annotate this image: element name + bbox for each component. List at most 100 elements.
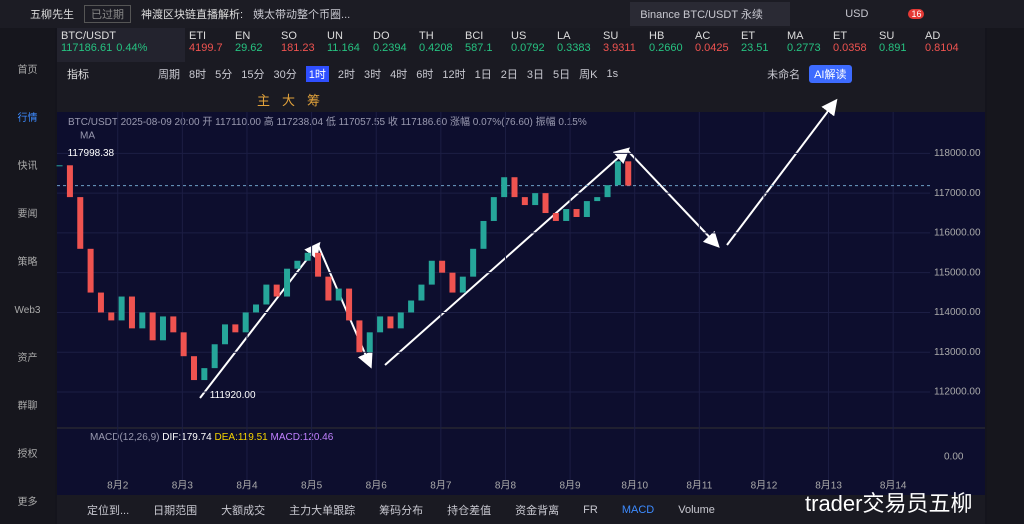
ticker-name: LA (557, 30, 571, 42)
interval: 15分 (241, 69, 265, 81)
ticker[interactable]: ET 23.51 (737, 28, 783, 62)
nav-item[interactable]: 群聊 (17, 401, 38, 412)
interval: 1时 (305, 66, 329, 82)
ticker-price: 3.9311 (603, 42, 636, 54)
x-tick-label: 8月6 (366, 480, 388, 492)
nav-item[interactable]: 资产 (17, 353, 38, 364)
candle (232, 324, 239, 333)
y-tick-label: 114000.00 (934, 307, 981, 318)
ticker[interactable]: SU 3.9311 (599, 28, 645, 62)
ticker[interactable]: SU 0.891 (875, 28, 921, 62)
x-tick-label: 8月12 (751, 480, 778, 492)
tab: 资金背离 (515, 504, 560, 517)
ticker[interactable]: AD 0.8104 (921, 28, 967, 62)
ticker-name: SU (879, 30, 895, 42)
y-tick-label: 115000.00 (934, 267, 981, 278)
tab: MACD (621, 503, 655, 516)
x-tick-label: 8月9 (560, 480, 582, 492)
y-tick-label: 113000.00 (934, 347, 981, 358)
ticker-name: SO (281, 30, 297, 42)
nav-item[interactable]: 授权 (17, 449, 38, 460)
price-annotation: 117998.38 (68, 148, 115, 159)
ticker-name: ET (833, 30, 848, 42)
ticker[interactable]: BTC/USDT 117186.61 0.44% (57, 28, 185, 62)
ticker[interactable]: ETI 4199.7 (185, 28, 231, 62)
tab: 大额成交 (221, 504, 266, 517)
chart-bg (57, 112, 985, 495)
nav-item[interactable]: 策略 (17, 257, 38, 268)
app-title: 五柳先生 (30, 9, 74, 21)
nav-item[interactable]: 更多 (17, 497, 38, 508)
candle (335, 288, 342, 301)
interval: 2日 (500, 69, 518, 81)
ticker[interactable]: DO 0.2394 (369, 28, 415, 62)
y-tick-label: 112000.00 (934, 387, 981, 398)
ticker[interactable]: LA 0.3383 (553, 28, 599, 62)
candle (139, 312, 146, 329)
interval: 30分 (273, 69, 297, 81)
news-text[interactable]: 姨太带动整个币圈... (253, 9, 351, 21)
candle (625, 161, 632, 186)
candle (284, 268, 291, 297)
ticker-price: 0.3383 (557, 42, 591, 54)
tab: 筹码分布 (379, 504, 424, 517)
ticker[interactable]: SO 181.23 (277, 28, 323, 62)
toolbar: 指标 周期 8时 5分 15分 30分 1时 2时 3时 4时 6时 12时 1日 2日 3日 5日 周K 1s 未… (57, 62, 985, 86)
watermark: trader交易员五柳 (805, 491, 973, 516)
candle (428, 260, 435, 285)
nav-item[interactable]: Web3 (14, 305, 41, 316)
x-tick-label: 8月7 (430, 480, 452, 492)
ticker-name: UN (327, 30, 343, 42)
candle (532, 193, 539, 206)
ticker[interactable]: BCI 587.1 (461, 28, 507, 62)
ticker-price: 0.891 (879, 42, 907, 54)
candle (366, 332, 373, 353)
ticker-price: 587.1 (465, 42, 493, 54)
candle (77, 197, 84, 249)
ticker-name: BCI (465, 30, 484, 42)
candle (439, 260, 446, 273)
interval: 3时 (364, 69, 382, 81)
ticker-name: DO (373, 30, 390, 42)
x-tick-label: 8月3 (172, 480, 194, 492)
candle (56, 165, 63, 167)
nav-item[interactable]: 快讯 (17, 161, 38, 172)
ticker-price: 4199.7 (189, 42, 223, 54)
tab: FR (583, 503, 598, 516)
candle (201, 368, 208, 381)
ai-button: AI解读 (809, 65, 852, 83)
candle (459, 276, 466, 293)
currency[interactable]: USD (845, 8, 869, 20)
status: 已过期 (84, 5, 131, 23)
candle (190, 356, 197, 381)
ticker-price: 0.0792 (511, 42, 545, 54)
nav-item[interactable]: 行情 (17, 113, 38, 124)
price-annotation: 111920.00 (210, 390, 256, 401)
candle (604, 185, 611, 198)
top-bar: 五柳先生 已过期 神渡区块链直播解析: 姨太带动整个币圈... Binance … (0, 0, 1024, 28)
ticker[interactable]: ET 0.0358 (829, 28, 875, 62)
candle (470, 248, 477, 277)
ticker[interactable]: AC 0.0425 (691, 28, 737, 62)
candle (552, 213, 559, 221)
interval: 1s (606, 68, 619, 80)
ticker-name: EN (235, 30, 251, 42)
ticker[interactable]: US 0.0792 (507, 28, 553, 62)
candle (542, 193, 549, 214)
ticker[interactable]: TH 0.4208 (415, 28, 461, 62)
ticker[interactable]: EN 29.62 (231, 28, 277, 62)
interval: 8时 (189, 69, 207, 81)
nav-item[interactable]: 要闻 (17, 209, 38, 220)
x-tick-label: 8月2 (107, 480, 129, 492)
ticker[interactable]: HB 0.2660 (645, 28, 691, 62)
nav-item[interactable]: 首页 (17, 65, 38, 76)
ticker-name: TH (419, 30, 434, 42)
ticker[interactable]: UN 11.164 (323, 28, 369, 62)
candle (170, 316, 177, 333)
search[interactable]: Binance BTC/USDT 永续 (630, 2, 791, 26)
ticker[interactable]: MA 0.2773 (783, 28, 829, 62)
y-tick-label: 117000.00 (934, 188, 981, 199)
candle (449, 272, 456, 293)
candle (253, 304, 260, 313)
